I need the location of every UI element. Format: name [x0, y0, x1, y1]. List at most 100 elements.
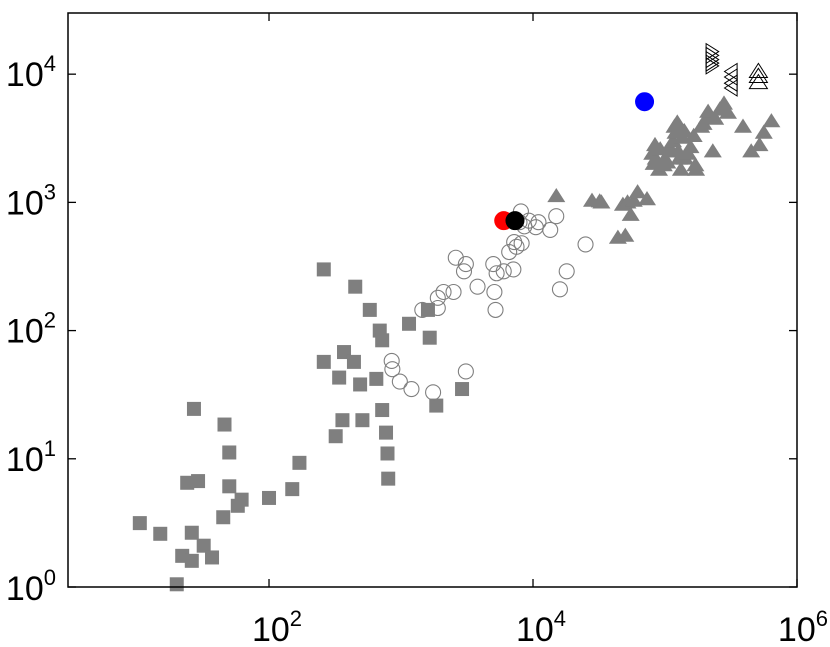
filled-triangle-marker — [687, 161, 706, 176]
open-circle-marker — [530, 214, 547, 231]
open-circle-marker — [505, 261, 522, 278]
open-circle-marker — [485, 256, 502, 273]
square-marker — [169, 577, 184, 592]
filled-triangle-marker — [547, 188, 566, 203]
open-circle-marker — [469, 278, 486, 295]
open-circle-marker — [551, 281, 569, 298]
open-triangle-left-marker — [723, 62, 738, 81]
square-marker — [285, 482, 300, 497]
axis-ticks — [68, 13, 798, 588]
open-triangle-left-marker — [723, 79, 738, 97]
square-marker — [180, 475, 195, 490]
open-triangle-left-marker — [723, 68, 738, 86]
y-tick-label: 100 — [6, 565, 56, 608]
square-marker — [346, 354, 361, 369]
open-circle-marker — [391, 373, 408, 390]
square-marker — [369, 371, 384, 386]
square-marker — [353, 377, 368, 392]
open-circle-marker — [508, 238, 525, 255]
square-marker — [216, 510, 231, 525]
filled-triangle-marker — [754, 124, 773, 139]
filled-triangle-marker — [638, 191, 656, 206]
filled-triangle-marker — [671, 161, 690, 176]
plot-marks — [132, 42, 781, 592]
filled-triangle-marker — [715, 95, 733, 110]
square-marker — [316, 262, 331, 277]
filled-triangle-marker — [706, 110, 725, 125]
open-circle-marker — [383, 352, 400, 369]
filled-triangle-marker — [684, 127, 703, 142]
x-tick-label: 106 — [778, 606, 828, 647]
open-circle-marker — [429, 289, 446, 306]
y-tick-label: 104 — [6, 51, 56, 94]
square-marker — [196, 538, 211, 553]
open-circle-marker — [488, 265, 505, 282]
filled-triangle-marker — [664, 133, 682, 148]
square-marker — [362, 302, 377, 317]
open-triangle-up-marker — [748, 67, 769, 83]
highlight-circle-marker — [505, 211, 525, 231]
square-marker — [348, 279, 363, 294]
open-circle-marker — [495, 263, 512, 280]
square-marker — [234, 492, 249, 507]
x-tick-labels: 102 104 106 — [252, 606, 828, 647]
square-marker — [422, 330, 437, 345]
open-circle-marker — [445, 283, 462, 301]
square-marker — [355, 413, 370, 428]
square-marker — [375, 403, 390, 418]
square-marker — [455, 382, 470, 397]
square-marker — [328, 429, 343, 444]
square-marker — [222, 479, 237, 494]
y-tick-label: 103 — [6, 179, 56, 222]
open-triangle-up-marker — [748, 62, 769, 78]
filled-triangle-marker — [669, 143, 688, 158]
open-circle-marker — [447, 249, 464, 266]
square-marker — [379, 425, 394, 440]
open-circle-marker — [486, 283, 503, 301]
square-marker — [184, 525, 199, 540]
square-marker — [402, 316, 417, 331]
square-marker — [205, 550, 220, 565]
filled-triangle-marker — [624, 192, 643, 207]
open-circle-marker — [403, 380, 420, 398]
filled-triangle-marker — [621, 206, 640, 221]
x-tick-label: 104 — [516, 606, 566, 647]
square-marker — [292, 455, 307, 470]
square-marker — [429, 398, 444, 413]
filled-triangle-marker — [658, 154, 677, 169]
open-circle-marker — [577, 236, 594, 253]
highlight-circle-marker — [635, 92, 655, 112]
square-marker — [191, 474, 206, 489]
open-circle-marker — [548, 208, 565, 225]
y-tick-labels: 100 101 102 103 104 — [6, 51, 56, 608]
filled-triangle-marker — [762, 113, 781, 128]
open-circle-marker — [429, 299, 446, 317]
y-tick-label: 102 — [6, 308, 56, 351]
filled-triangle-marker — [750, 136, 769, 152]
open-triangle-up-marker — [748, 73, 769, 90]
square-marker — [381, 471, 396, 486]
open-circle-marker — [542, 221, 559, 238]
square-marker — [184, 553, 199, 568]
square-marker — [375, 333, 390, 348]
open-circle-marker — [457, 256, 474, 273]
y-tick-label: 101 — [6, 436, 56, 479]
filled-triangle-marker — [681, 139, 700, 154]
open-circle-marker — [435, 283, 452, 301]
filled-triangle-marker — [616, 227, 635, 242]
square-marker — [316, 354, 331, 369]
plot-frame — [67, 12, 798, 588]
square-marker — [335, 413, 350, 428]
filled-triangle-marker — [703, 143, 722, 158]
filled-triangle-marker — [628, 184, 647, 199]
open-circle-marker — [457, 363, 474, 380]
open-circle-marker — [425, 384, 442, 401]
square-marker — [153, 526, 168, 541]
open-circle-marker — [513, 235, 530, 252]
open-circle-marker — [384, 361, 401, 378]
filled-triangle-marker — [668, 114, 687, 129]
filled-triangle-marker — [592, 194, 611, 209]
filled-triangle-marker — [734, 118, 752, 133]
x-tick-label: 102 — [252, 606, 302, 647]
